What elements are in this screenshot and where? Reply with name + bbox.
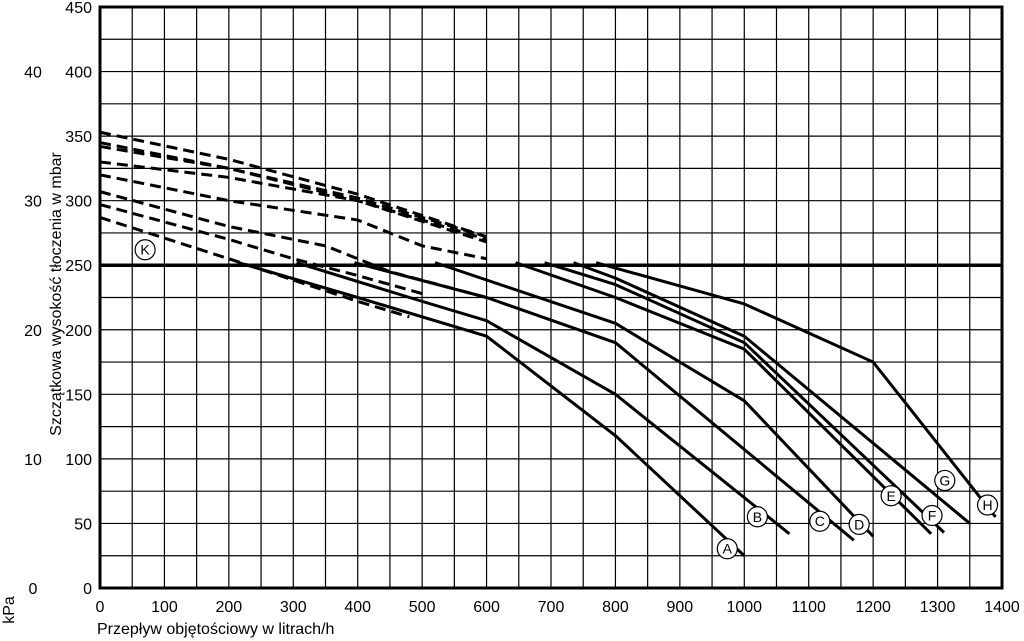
series-a-dashed — [99, 216, 410, 319]
x-tick-label: 600 — [473, 599, 500, 616]
series-h-label-circle — [976, 494, 999, 516]
series-d-dashed — [99, 173, 487, 261]
x-tick-label: 1200 — [855, 599, 891, 616]
x-tick-label: 500 — [409, 599, 436, 616]
x-axis-label: Przepływ objętościowy w litrach/h — [97, 621, 334, 638]
x-tick-label: 1000 — [726, 599, 762, 616]
y-tick-label: 200 — [65, 323, 92, 340]
series-d-label-circle — [848, 513, 870, 535]
x-tick-label: 1100 — [792, 599, 827, 616]
series-b-label: B — [753, 509, 762, 525]
series-a-label: A — [723, 541, 733, 557]
y-tick-label: 250 — [65, 258, 92, 275]
y-tick-label: 350 — [65, 129, 92, 146]
series-h-dashed — [99, 130, 488, 239]
y-axis-label: Szczątkowa wysokość tłoczenia w mbar — [48, 152, 65, 436]
series-d-label: D — [854, 516, 864, 532]
y2-tick-label: 40 — [24, 65, 42, 82]
series-g-label-circle — [934, 469, 956, 492]
series-d-line — [434, 261, 875, 538]
series-f-label: F — [928, 507, 937, 523]
plot-frame — [98, 5, 1004, 590]
series-g-label: G — [939, 472, 950, 488]
series-h-label: H — [982, 497, 992, 513]
series-a-label-circle — [716, 538, 738, 560]
secondary-y-axis-label: kPa — [1, 596, 18, 624]
series-f-label-circle — [921, 504, 943, 527]
x-tick-label: 0 — [96, 599, 105, 616]
series-h-line — [595, 261, 997, 518]
series-c-line — [354, 261, 855, 542]
x-tick-label: 400 — [344, 599, 371, 616]
series-e-label: E — [886, 488, 895, 504]
x-tick-label: 300 — [280, 599, 307, 616]
y-axis-ticks: 0 50 100 150 200 250 300 350 400 450 — [65, 0, 92, 598]
reference-label-circle — [134, 239, 156, 261]
y2-tick-label: 0 — [29, 581, 38, 598]
x-axis-ticks: 0 100 200 300 400 500 600 700 800 900 1000 1100 1200… — [96, 599, 1020, 616]
x-tick-label: 900 — [667, 599, 694, 616]
y-tick-label: 0 — [83, 581, 92, 598]
x-tick-label: 100 — [151, 599, 178, 616]
y-tick-label: 300 — [65, 194, 92, 211]
series-c-label: C — [815, 513, 825, 529]
y-tick-label: 100 — [65, 452, 92, 469]
series-a-line — [238, 261, 746, 557]
y2-tick-label: 10 — [24, 452, 42, 469]
x-tick-label: 1300 — [920, 599, 956, 616]
reference-label: K — [140, 242, 150, 258]
series-b-dashed — [99, 203, 423, 296]
series-f-line — [544, 261, 946, 534]
y-tick-label: 450 — [65, 0, 92, 17]
series-b-line — [296, 261, 791, 535]
series-e-line — [515, 261, 933, 535]
y-tick-label: 150 — [65, 387, 92, 404]
series-c-dashed — [99, 190, 487, 299]
series-g-dashed — [99, 141, 488, 239]
y-tick-label: 50 — [74, 516, 92, 533]
curve-labels: A B C D E F G H — [716, 469, 999, 560]
y2-tick-label: 30 — [24, 194, 42, 211]
y2-tick-label: 20 — [24, 323, 42, 340]
series-b-label-circle — [746, 506, 768, 528]
series-g-line — [573, 261, 971, 525]
series-c-label-circle — [809, 510, 831, 532]
x-tick-label: 800 — [602, 599, 629, 616]
series-e-label-circle — [880, 485, 902, 507]
x-tick-label: 1400 — [984, 599, 1020, 616]
x-tick-label: 700 — [538, 599, 565, 616]
secondary-y-axis-ticks: 0 10 20 30 40 — [24, 65, 42, 598]
grid — [98, 5, 1004, 590]
series-group — [99, 130, 997, 557]
x-tick-label: 200 — [216, 599, 243, 616]
y-tick-label: 400 — [65, 65, 92, 82]
